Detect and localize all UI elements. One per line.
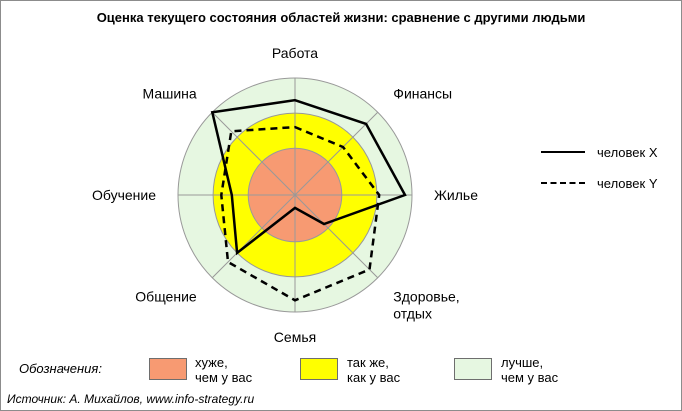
worse-zone-label: хуже, чем у вас xyxy=(195,355,253,385)
axis-label-line: Жилье xyxy=(434,187,478,203)
source-credit: Источник: А. Михайлов, www.info-strategy… xyxy=(7,392,255,406)
axis-label: Машина xyxy=(143,86,197,102)
axis-label-line: Работа xyxy=(272,45,318,61)
dashed-line-swatch xyxy=(541,182,585,184)
axis-label-line: Финансы xyxy=(393,86,452,102)
axis-label: Обучение xyxy=(92,187,156,203)
series-line-y xyxy=(220,125,381,302)
axis-label: Жилье xyxy=(434,187,478,203)
better-zone-swatch xyxy=(454,358,492,380)
axis-label: Здоровье, отдых xyxy=(393,288,459,321)
axis-label-line: Машина xyxy=(143,86,197,102)
series-line-x xyxy=(210,98,407,256)
axis-spoke xyxy=(294,194,379,279)
axis-label-line: Общение xyxy=(135,288,197,304)
same-zone-label: так же, как у вас xyxy=(347,355,401,385)
axis-label: Общение xyxy=(135,288,197,304)
axis-label-line: Здоровье, xyxy=(393,288,459,304)
chart-title: Оценка текущего состояния областей жизни… xyxy=(96,10,586,25)
worse-zone-swatch xyxy=(149,358,187,380)
axis-spoke xyxy=(294,111,379,196)
axis-spoke xyxy=(211,111,296,196)
axis-label: Семья xyxy=(274,329,316,345)
legend-item-series-x: человек X xyxy=(541,144,658,160)
axis-label: Финансы xyxy=(393,86,452,102)
legend-label-series-x: человек X xyxy=(597,144,658,160)
legend-label-series-y: человек Y xyxy=(597,175,658,191)
axis-label-line: отдых xyxy=(393,305,432,321)
legend-item-series-y: человек Y xyxy=(541,175,658,191)
axis-label-line: Семья xyxy=(274,329,316,345)
solid-line-swatch xyxy=(541,151,585,153)
better-zone-label: лучше, чем у вас xyxy=(501,355,559,385)
axis-label-line: Обучение xyxy=(92,187,156,203)
axis-label: Работа xyxy=(272,45,318,61)
same-zone-swatch xyxy=(300,358,338,380)
axis-spoke xyxy=(211,194,296,279)
notation-label: Обозначения: xyxy=(19,361,102,376)
